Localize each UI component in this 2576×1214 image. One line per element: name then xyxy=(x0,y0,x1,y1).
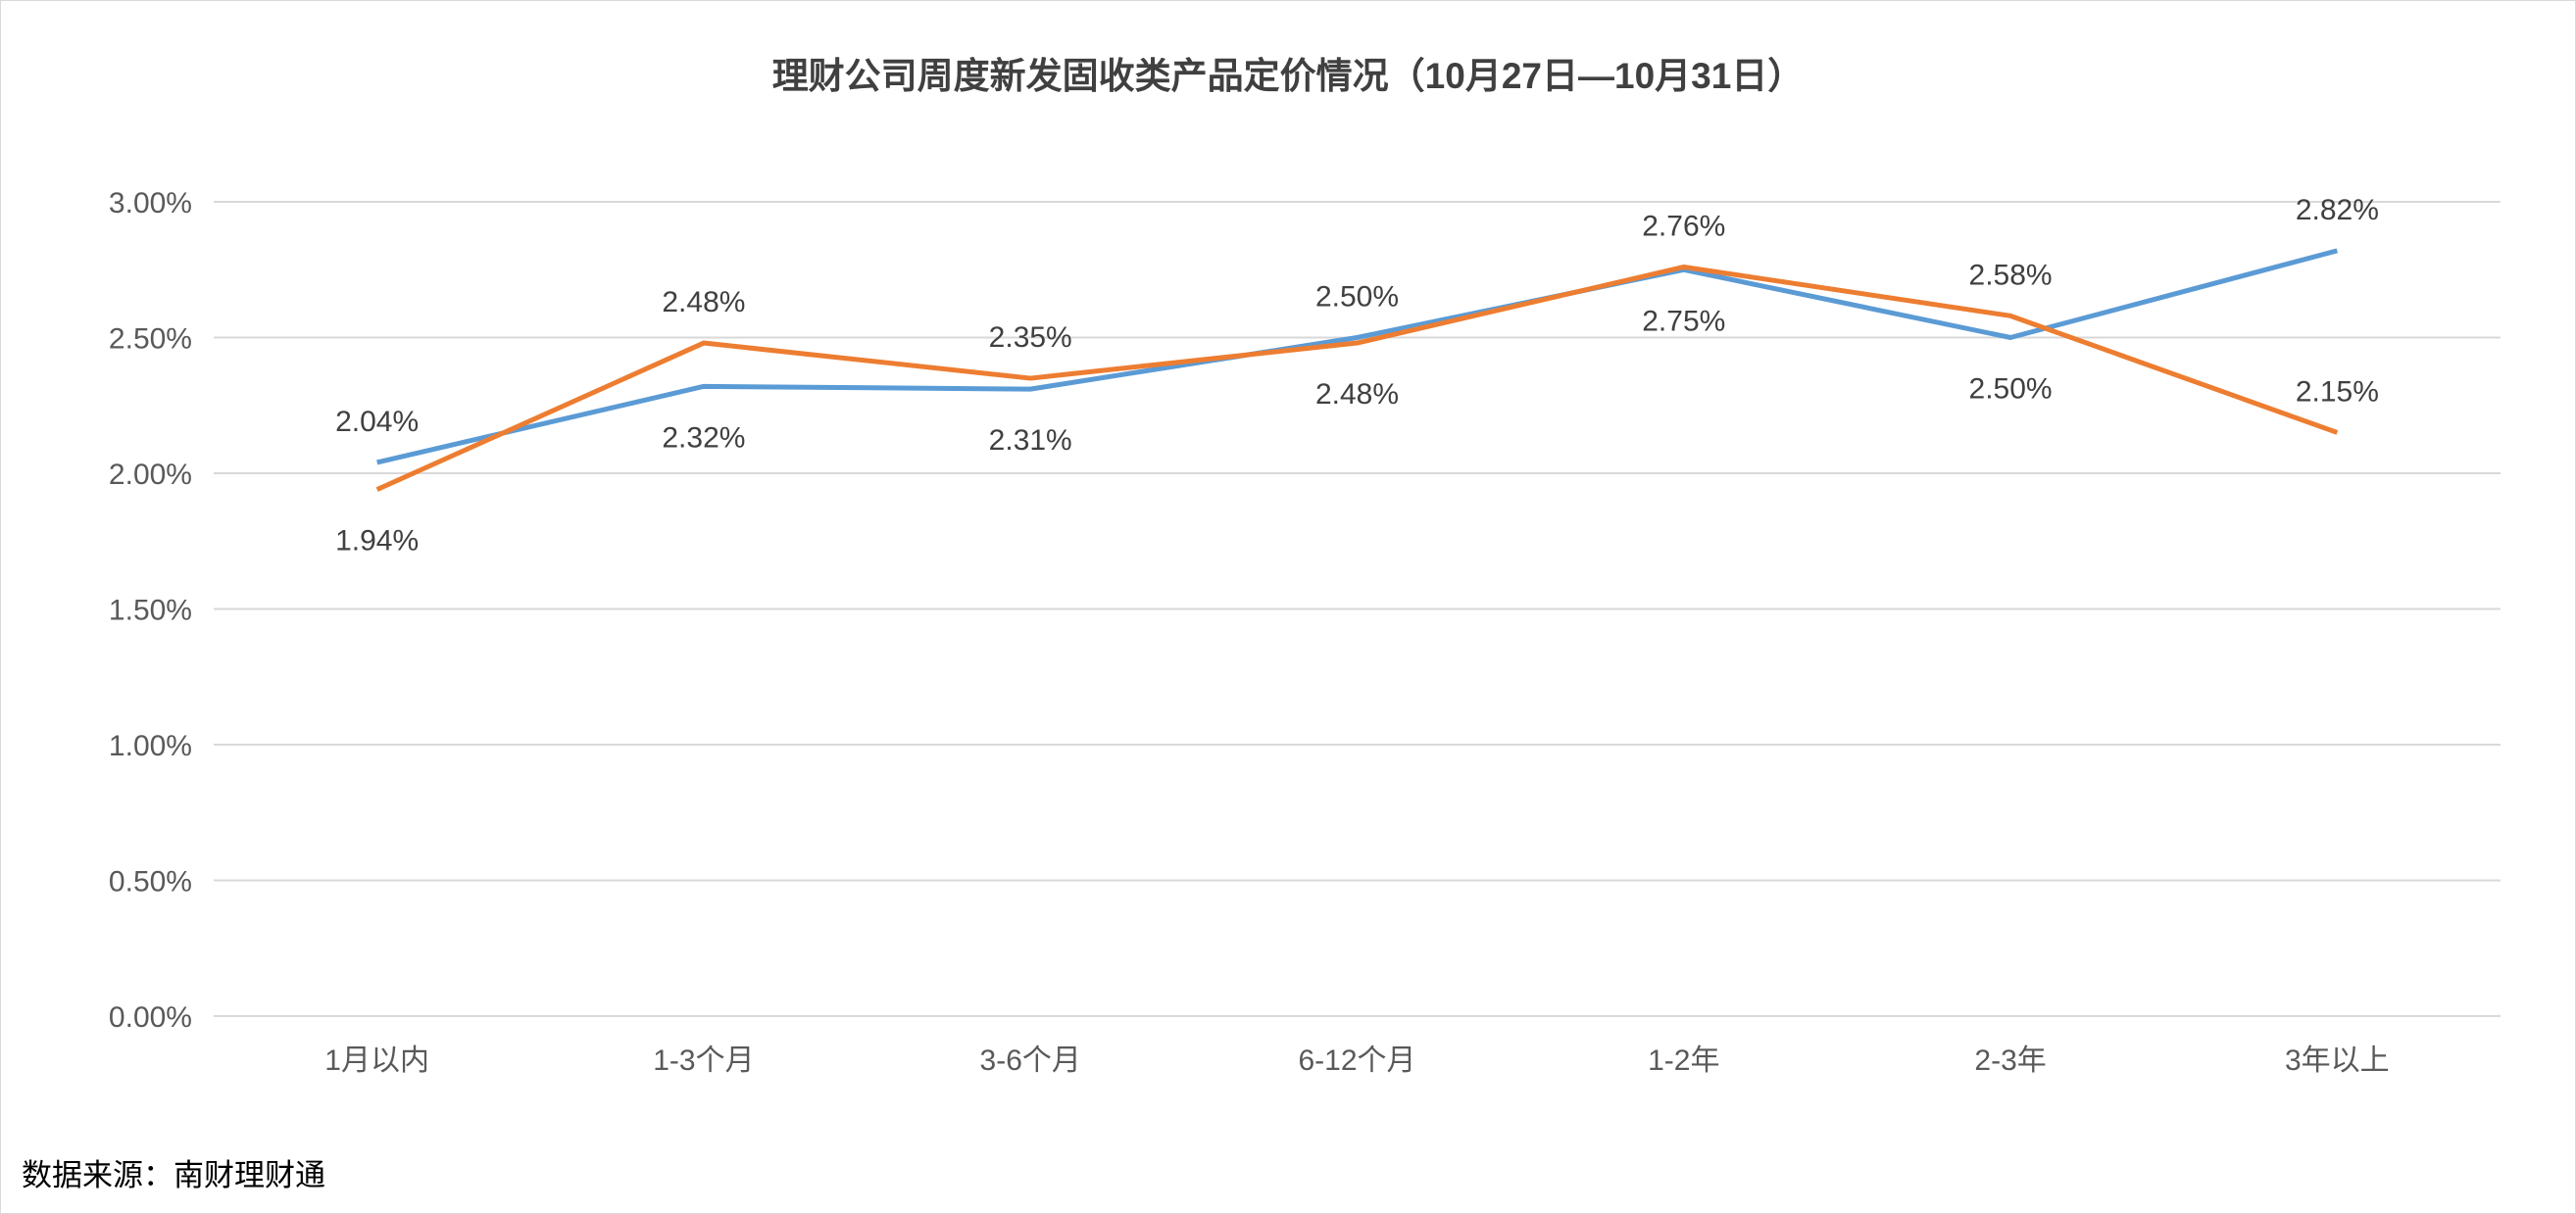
x-tick-label: 1月以内 xyxy=(324,1044,429,1077)
x-tick-label: 6-12个月 xyxy=(1298,1044,1415,1077)
y-axis-ticks: 0.00% 0.50% 1.00% 1.50% 2.00% 2.50% 3.00% xyxy=(109,187,192,1034)
x-tick-label: 1-3个月 xyxy=(653,1044,754,1077)
x-axis-ticks: 1月以内 1-3个月 3-6个月 6-12个月 1-2年 2-3年 3年以上 xyxy=(324,1044,2389,1077)
source-note: 数据来源：南财理财通 xyxy=(22,1158,325,1192)
data-label: 2.04% xyxy=(335,406,419,438)
series-line-1 xyxy=(375,264,2339,492)
series-line-0 xyxy=(376,248,2338,465)
gridlines xyxy=(214,201,2501,1017)
y-tick-label: 3.00% xyxy=(109,187,192,219)
x-tick-label: 3年以上 xyxy=(2285,1044,2390,1077)
data-label: 2.58% xyxy=(1969,259,2053,291)
y-tick-label: 1.50% xyxy=(109,595,192,627)
data-label: 2.82% xyxy=(2296,194,2379,226)
y-tick-label: 1.00% xyxy=(109,730,192,762)
x-tick-label: 3-6个月 xyxy=(980,1044,1081,1077)
data-label: 2.48% xyxy=(662,286,745,318)
data-label: 2.35% xyxy=(989,321,1072,354)
chart-title: 理财公司周度新发固收类产品定价情况（10月27日—10月31日） xyxy=(772,56,1805,96)
data-label: 1.94% xyxy=(335,525,419,558)
data-label: 2.50% xyxy=(1315,281,1399,314)
series-lines xyxy=(375,248,2339,492)
data-label: 2.31% xyxy=(989,424,1072,457)
x-tick-label: 2-3年 xyxy=(1974,1044,2046,1077)
y-tick-label: 0.50% xyxy=(109,866,192,898)
x-tick-label: 1-2年 xyxy=(1648,1044,1719,1077)
y-tick-label: 2.50% xyxy=(109,323,192,356)
data-label: 2.15% xyxy=(2296,375,2379,408)
data-label: 2.75% xyxy=(1642,305,1725,337)
data-labels: 2.04% 2.32% 2.31% 2.50% 2.75% 2.50% 2.82% 1.94%… xyxy=(335,194,2379,558)
data-label: 2.50% xyxy=(1969,373,2053,406)
y-tick-label: 0.00% xyxy=(109,1001,192,1034)
y-tick-label: 2.00% xyxy=(109,459,192,491)
data-label: 2.48% xyxy=(1315,378,1399,411)
data-label: 2.76% xyxy=(1642,210,1725,242)
data-label: 2.32% xyxy=(662,421,745,454)
